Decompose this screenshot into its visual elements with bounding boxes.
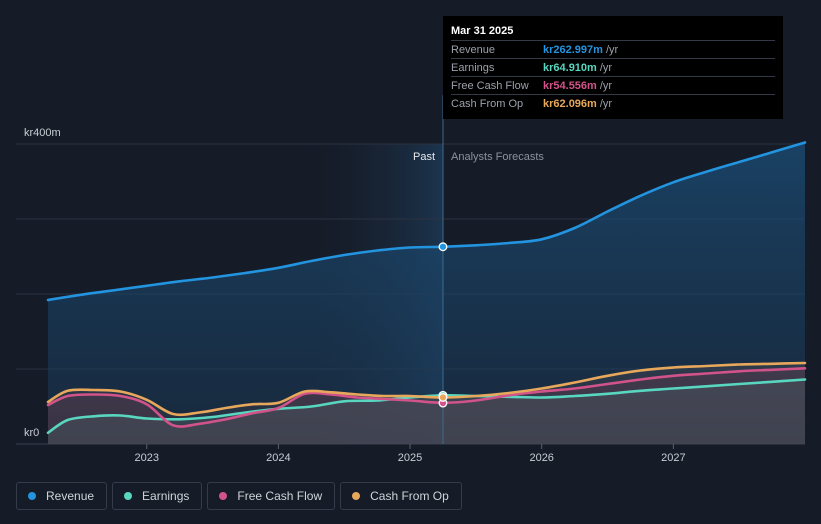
series-lines: [46, 141, 807, 435]
tooltip-row-earnings: Earnings kr64.910m /yr: [451, 58, 775, 76]
past-label: Past: [413, 151, 435, 163]
legend-dot-icon: [352, 492, 361, 500]
legend-dot-icon: [219, 492, 228, 500]
y-axis-bottom-label: kr0: [24, 427, 39, 439]
x-tick-label: 2024: [266, 452, 290, 464]
x-tick-label: 2027: [661, 452, 685, 464]
marker-revenue: [438, 242, 448, 252]
legend-dot-icon: [28, 492, 36, 500]
marker-cash-from-op: [438, 392, 448, 402]
tooltip-unit: /yr: [599, 97, 613, 110]
tooltip-unit: /yr: [599, 79, 613, 92]
tooltip-label: Revenue: [451, 43, 496, 56]
tooltip-row-revenue: Revenue kr262.997m /yr: [451, 40, 775, 58]
tooltip-value: kr64.910m: [543, 61, 597, 74]
hover-tooltip: Mar 31 2025 Revenue kr262.997m /yr Earni…: [443, 16, 783, 119]
legend-label: Earnings: [142, 489, 190, 503]
series-line-cash-from-op: [46, 361, 807, 417]
x-tick-label: 2026: [529, 452, 553, 464]
series-line-free-cash-flow: [46, 367, 807, 428]
x-tick-label: 2025: [398, 452, 422, 464]
forecast-label: Analysts Forecasts: [451, 151, 544, 163]
series-area-revenue: [48, 142, 805, 444]
series-area-earnings: [48, 379, 805, 444]
legend-item-earnings[interactable]: Earnings: [112, 482, 203, 510]
tooltip-value: kr62.096m: [543, 97, 597, 110]
legend-label: Cash From Op: [370, 489, 449, 503]
legend: Revenue Earnings Free Cash Flow Cash Fro…: [16, 482, 467, 510]
x-axis-ticks: 2023 2024 2025 2026 2027: [134, 444, 686, 464]
legend-item-revenue[interactable]: Revenue: [16, 482, 108, 510]
y-axis-top-label: kr400m: [24, 127, 61, 139]
tooltip-unit: /yr: [605, 43, 619, 56]
legend-item-free-cash-flow[interactable]: Free Cash Flow: [207, 482, 336, 510]
legend-item-cash-from-op[interactable]: Cash From Op: [340, 482, 462, 510]
tooltip-label: Earnings: [451, 61, 495, 74]
series-area-free-cash-flow: [48, 368, 805, 444]
legend-label: Revenue: [46, 489, 95, 503]
tooltip-value: kr262.997m: [543, 43, 603, 56]
tooltip-label: Cash From Op: [451, 97, 524, 110]
tooltip-value: kr54.556m: [543, 79, 597, 92]
series-line-revenue: [46, 141, 807, 302]
x-tick-label: 2023: [134, 452, 158, 464]
tooltip-row-free-cash-flow: Free Cash Flow kr54.556m /yr: [451, 76, 775, 94]
tooltip-date: Mar 31 2025: [451, 25, 514, 37]
legend-dot-icon: [124, 492, 133, 500]
tooltip-label: Free Cash Flow: [451, 79, 529, 92]
tooltip-row-cash-from-op: Cash From Op kr62.096m /yr: [451, 94, 775, 112]
legend-label: Free Cash Flow: [237, 489, 323, 503]
series-line-earnings: [46, 378, 807, 435]
tooltip-unit: /yr: [599, 61, 613, 74]
hover-markers: [438, 242, 448, 408]
